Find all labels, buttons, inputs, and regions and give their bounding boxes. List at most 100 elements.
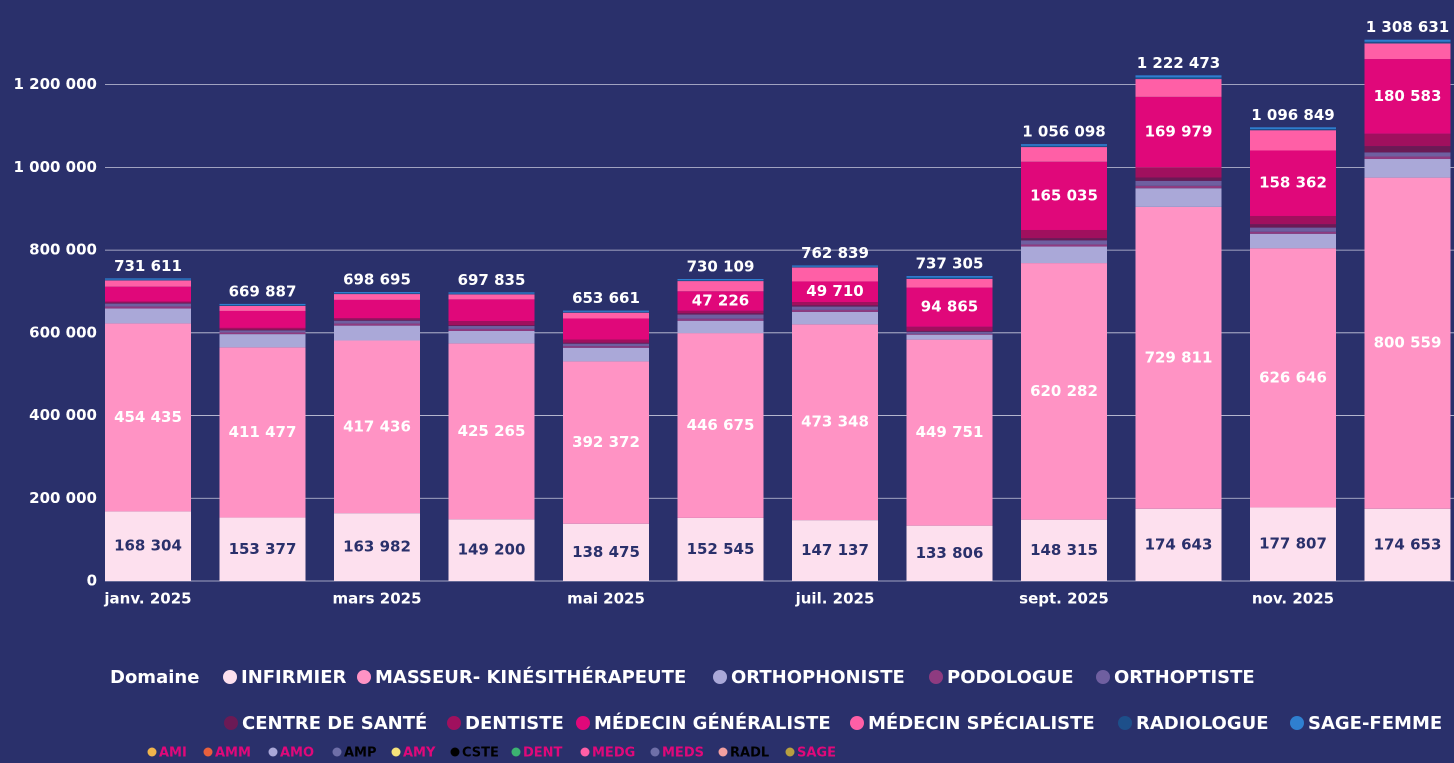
bar-segment [334, 299, 420, 319]
bar-segment [1364, 43, 1451, 60]
bar-segment [906, 334, 993, 340]
y-tick-label: 0 [87, 572, 97, 590]
x-tick-label: mars 2025 [332, 590, 421, 608]
y-tick-label: 400 000 [29, 406, 97, 424]
bar-segment [1021, 519, 1107, 581]
bar-segment [219, 347, 306, 518]
bar-segment [563, 523, 649, 581]
y-tick-label: 600 000 [29, 323, 97, 341]
bar-segment [1021, 145, 1107, 148]
bar-segment [906, 278, 993, 288]
data-label: 473 348 [801, 413, 869, 431]
bar-segment [334, 291, 420, 294]
bar-segment [677, 318, 764, 321]
bar-segment [105, 308, 191, 324]
bar-segment [219, 329, 306, 331]
bar-segment [792, 305, 878, 307]
legend2-swatch [147, 747, 157, 757]
legend2-swatch [650, 747, 660, 757]
bar-segment [563, 318, 649, 340]
bar-segment [1364, 41, 1451, 44]
bar-segment [105, 323, 191, 512]
legend-swatch [1118, 716, 1132, 730]
data-label: 417 436 [343, 417, 411, 435]
bar-segment [1135, 96, 1222, 168]
bar-segment [906, 326, 993, 331]
legend2-swatch [391, 747, 401, 757]
legend-label: DENTISTE [465, 713, 564, 734]
legend-swatch [1096, 670, 1110, 684]
bar-segment [792, 324, 878, 521]
bar-segment [563, 342, 649, 344]
bar-segment [563, 312, 649, 319]
bar-segment [792, 309, 878, 312]
legend2-label: AMY [403, 746, 436, 761]
data-label: 158 362 [1259, 174, 1327, 192]
bar-segment [219, 303, 306, 306]
legend2-label: DENT [523, 746, 563, 761]
bar-segment [334, 319, 420, 321]
data-label: 626 646 [1259, 368, 1327, 386]
bar-segment [1135, 167, 1222, 178]
total-label: 1 096 849 [1251, 106, 1335, 124]
legend-label: MÉDECIN SPÉCIALISTE [868, 712, 1095, 734]
legend-label: MÉDECIN GÉNÉRALISTE [594, 712, 831, 734]
legend-label: SAGE-FEMME [1308, 713, 1442, 734]
bar-segment [677, 314, 764, 319]
data-label: 177 807 [1259, 535, 1327, 553]
legend-label: PODOLOGUE [947, 667, 1074, 688]
data-label: 94 865 [921, 298, 978, 316]
bar-segment [1135, 180, 1222, 186]
bar-segment [1021, 263, 1107, 520]
bar-segment [105, 301, 191, 303]
bar-segment [677, 310, 764, 314]
total-label: 697 835 [458, 271, 526, 289]
legend-swatch [224, 716, 238, 730]
bar-segment [1250, 150, 1336, 216]
bar-segment [334, 340, 420, 514]
total-label: 1 308 631 [1366, 18, 1450, 36]
y-tick-label: 200 000 [29, 489, 97, 507]
bar-segment [906, 331, 993, 334]
legend-swatch [1290, 716, 1304, 730]
data-label: 425 265 [458, 422, 526, 440]
legend-label: MASSEUR- KINÉSITHÉRAPEUTE [375, 666, 686, 688]
legend2-label: MEDS [662, 746, 704, 761]
data-label: 133 806 [916, 544, 984, 562]
bar-segment [677, 291, 764, 311]
bar-segment [1021, 229, 1107, 239]
bar-segment [792, 520, 878, 581]
bar-segment [906, 287, 993, 327]
bar-segment [1135, 188, 1222, 207]
data-label: 392 372 [572, 433, 640, 451]
bar-segment [1021, 238, 1107, 241]
bar-segment [906, 525, 993, 581]
x-tick-label: janv. 2025 [103, 590, 191, 608]
bar-segment [1364, 59, 1451, 134]
legend-swatch [447, 716, 461, 730]
legend2-label: SAGE [797, 746, 836, 761]
bar-segment [334, 320, 420, 324]
legend2-swatch [332, 747, 342, 757]
bar-segment [105, 279, 191, 281]
bar-segment [448, 292, 535, 294]
bar-segment [1135, 75, 1222, 78]
bar-segment [1250, 128, 1336, 131]
legend-label: RADIOLOGUE [1136, 713, 1269, 734]
bar-segment [906, 277, 993, 279]
bar-segment [563, 346, 649, 348]
x-tick-label: juil. 2025 [795, 590, 875, 608]
bar-segment [1135, 77, 1222, 80]
bar-segment [563, 361, 649, 524]
bar-segment [219, 305, 306, 306]
bar-segment [677, 517, 764, 581]
bar-segment [792, 306, 878, 310]
bar-segment [105, 286, 191, 302]
data-label: 446 675 [687, 416, 755, 434]
data-label: 411 477 [229, 423, 297, 441]
data-label: 620 282 [1030, 382, 1098, 400]
bar-segment [906, 276, 993, 278]
data-label: 153 377 [229, 540, 297, 558]
total-label: 653 661 [572, 289, 640, 307]
